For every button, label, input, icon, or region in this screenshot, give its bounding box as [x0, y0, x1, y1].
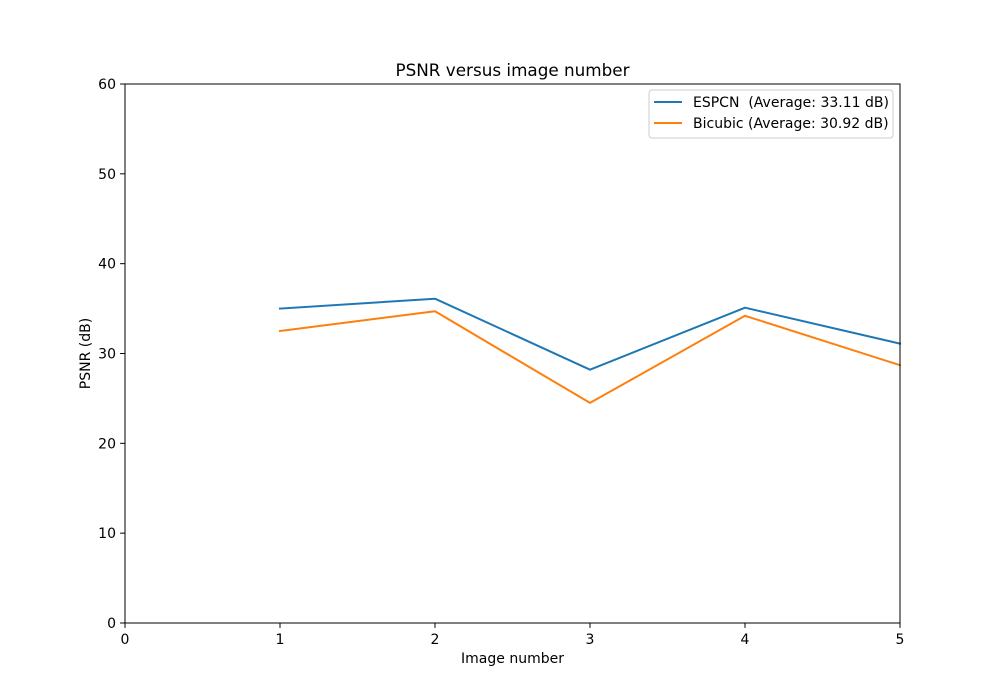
plot-area	[278, 297, 902, 404]
x-tick-label: 5	[896, 632, 905, 648]
chart-title: PSNR versus image number	[395, 60, 629, 80]
y-tick-label: 50	[98, 167, 116, 183]
legend-label-1: Bicubic (Average: 30.92 dB)	[693, 116, 889, 132]
y-tick-label: 60	[98, 77, 116, 93]
series-line-1	[278, 310, 902, 404]
x-axis-label: Image number	[461, 651, 564, 667]
legend-box	[648, 89, 894, 139]
x-tick-label: 0	[121, 632, 130, 648]
x-tick-label: 2	[431, 632, 440, 648]
y-tick-label: 30	[98, 347, 116, 363]
x-tick-label: 3	[586, 632, 595, 648]
legend-label-0: ESPCN (Average: 33.11 dB)	[693, 95, 889, 111]
y-tick-label: 40	[98, 257, 116, 273]
y-tick-label: 0	[107, 616, 116, 632]
series-line-0	[278, 297, 902, 371]
plot-frame	[124, 83, 901, 624]
y-tick-label: 20	[98, 436, 116, 452]
x-tick-label: 4	[741, 632, 750, 648]
x-tick-label: 1	[276, 632, 285, 648]
y-tick-label: 10	[98, 526, 116, 542]
legend: ESPCN (Average: 33.11 dB) Bicubic (Averag…	[648, 89, 894, 139]
y-axis-label: PSNR (dB)	[78, 318, 94, 389]
